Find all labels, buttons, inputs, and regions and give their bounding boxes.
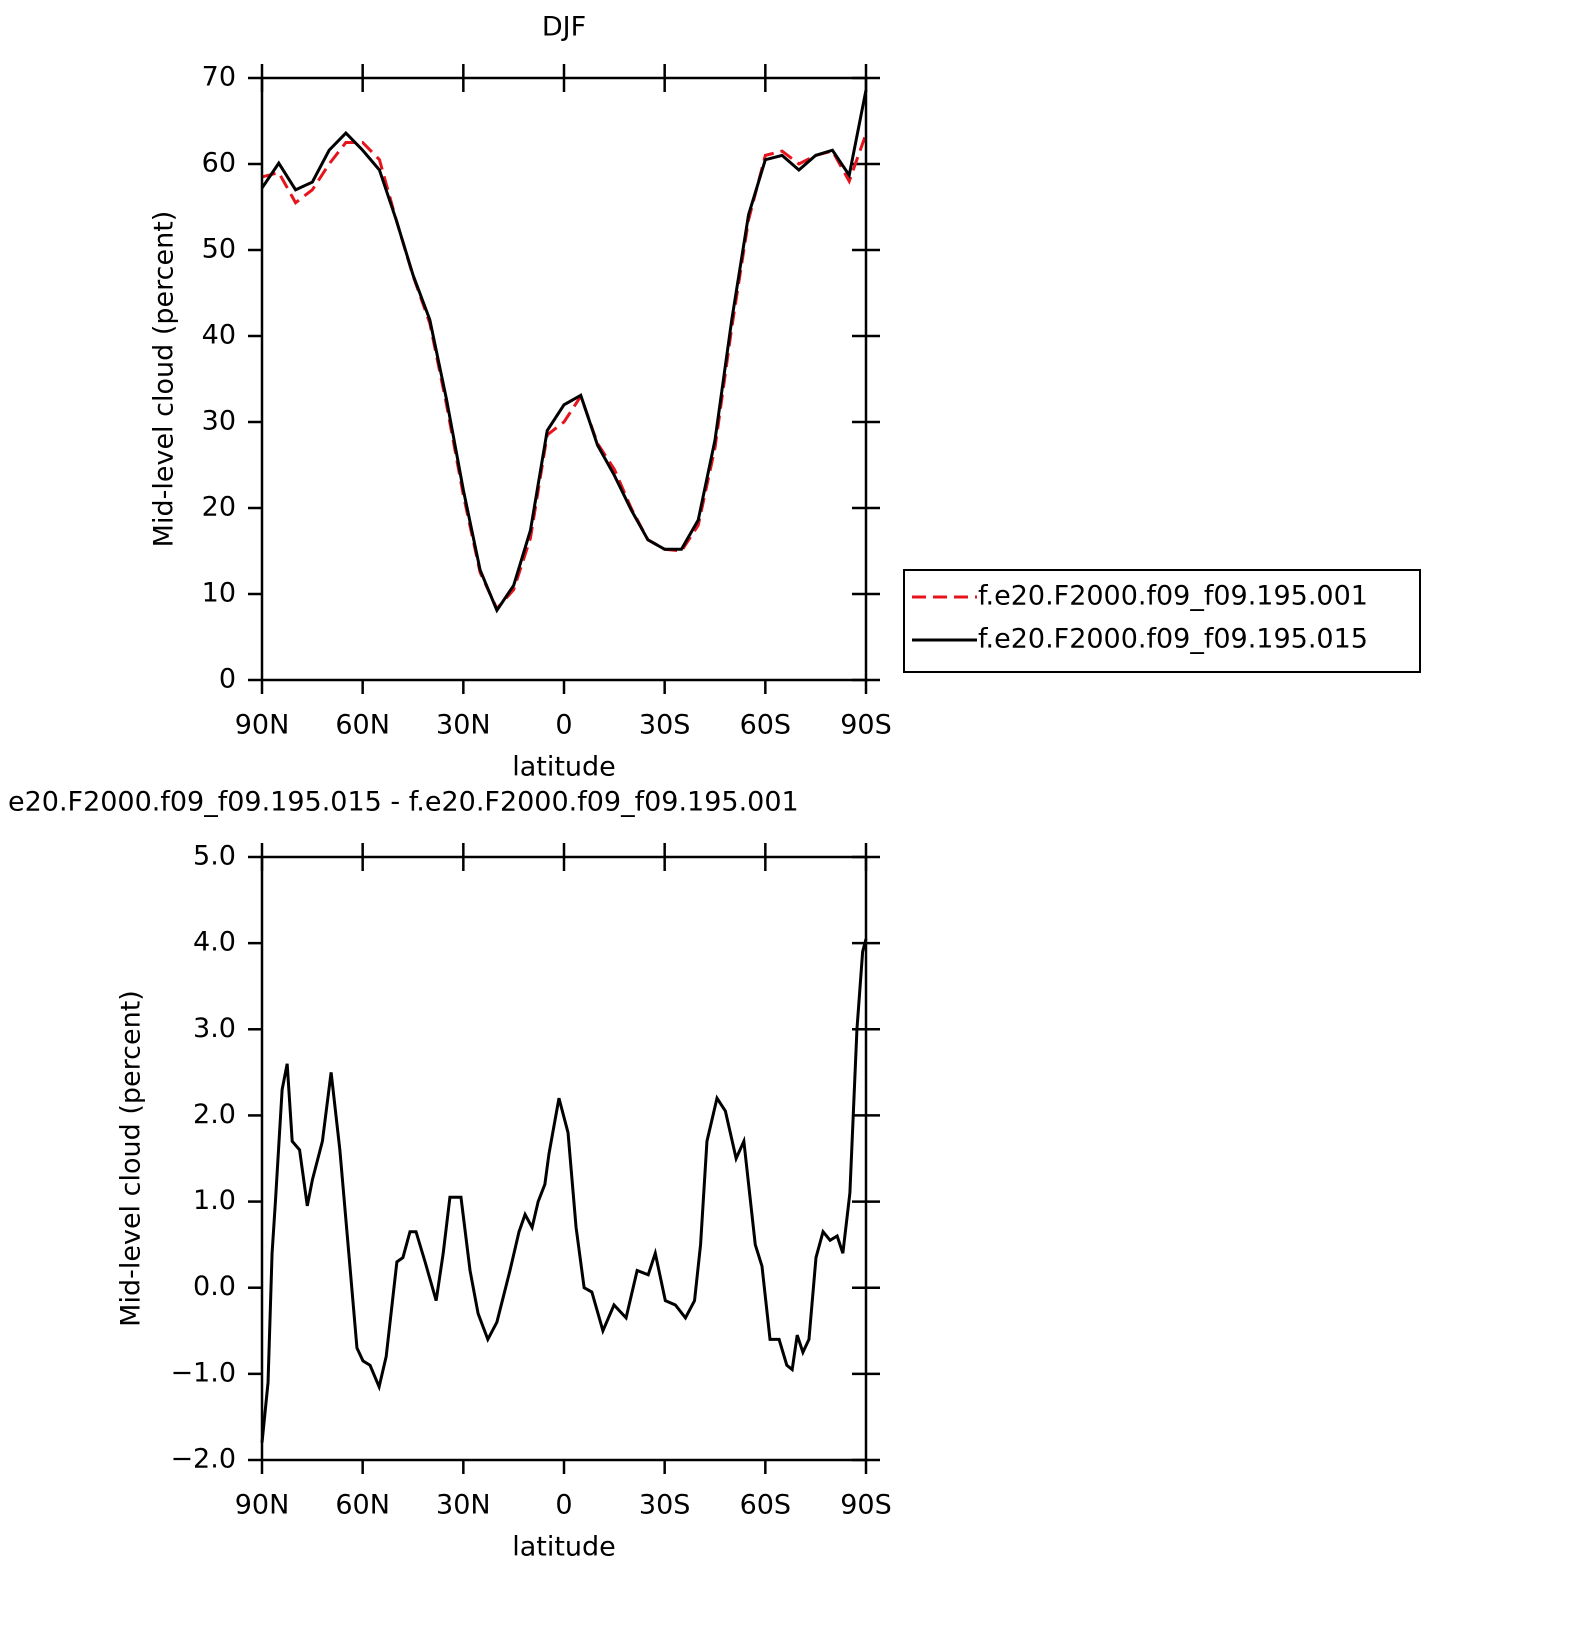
x-axis-label: latitude [512, 752, 616, 783]
legend-label: f.e20.F2000.f09_f09.195.015 [978, 624, 1368, 655]
x-tick-label: 0 [555, 1490, 572, 1521]
x-tick-label: 60N [335, 1490, 390, 1521]
y-tick-label: 3.0 [193, 1013, 236, 1044]
x-tick-label: 90N [235, 1490, 290, 1521]
chart-title: DJF [542, 12, 586, 43]
x-tick-label: 90S [840, 1490, 892, 1521]
y-tick-label: 2.0 [193, 1099, 236, 1130]
y-tick-label: −2.0 [170, 1444, 236, 1475]
plot-frame [260, 855, 868, 1462]
y-tick-label: 0.0 [193, 1271, 236, 1302]
x-tick-label: 30N [436, 1490, 491, 1521]
y-tick-label: 1.0 [193, 1185, 236, 1216]
legend-box [903, 569, 1421, 673]
x-tick-label: 30S [639, 710, 691, 741]
y-tick-label: 4.0 [193, 927, 236, 958]
y-tick-label: 5.0 [193, 841, 236, 872]
plot-frame [260, 76, 868, 682]
x-tick-label: 30S [639, 1490, 691, 1521]
y-tick-label: 30 [202, 406, 236, 437]
x-tick-label: 60N [335, 710, 390, 741]
y-tick-label: 70 [202, 62, 236, 93]
y-tick-label: 0 [219, 664, 236, 695]
y-tick-label: 50 [202, 234, 236, 265]
data-line [260, 89, 868, 614]
y-axis-label: Mid-level cloud (percent) [116, 990, 147, 1327]
y-tick-label: 20 [202, 492, 236, 523]
x-tick-label: 0 [555, 710, 572, 741]
x-tick-label: 30N [436, 710, 491, 741]
x-axis-label: latitude [512, 1532, 616, 1563]
data-line [260, 938, 868, 1443]
x-tick-label: 60S [740, 710, 792, 741]
x-tick-label: 60S [740, 1490, 792, 1521]
y-tick-label: 40 [202, 320, 236, 351]
chart-title: e20.F2000.f09_f09.195.015 - f.e20.F2000.… [8, 787, 799, 818]
y-tick-label: 60 [202, 148, 236, 179]
x-tick-label: 90N [235, 710, 290, 741]
x-tick-label: 90S [840, 710, 892, 741]
legend-label: f.e20.F2000.f09_f09.195.001 [978, 581, 1368, 612]
y-tick-label: −1.0 [170, 1357, 236, 1388]
y-tick-label: 10 [202, 578, 236, 609]
data-line [261, 133, 868, 612]
y-axis-label: Mid-level cloud (percent) [149, 211, 180, 548]
